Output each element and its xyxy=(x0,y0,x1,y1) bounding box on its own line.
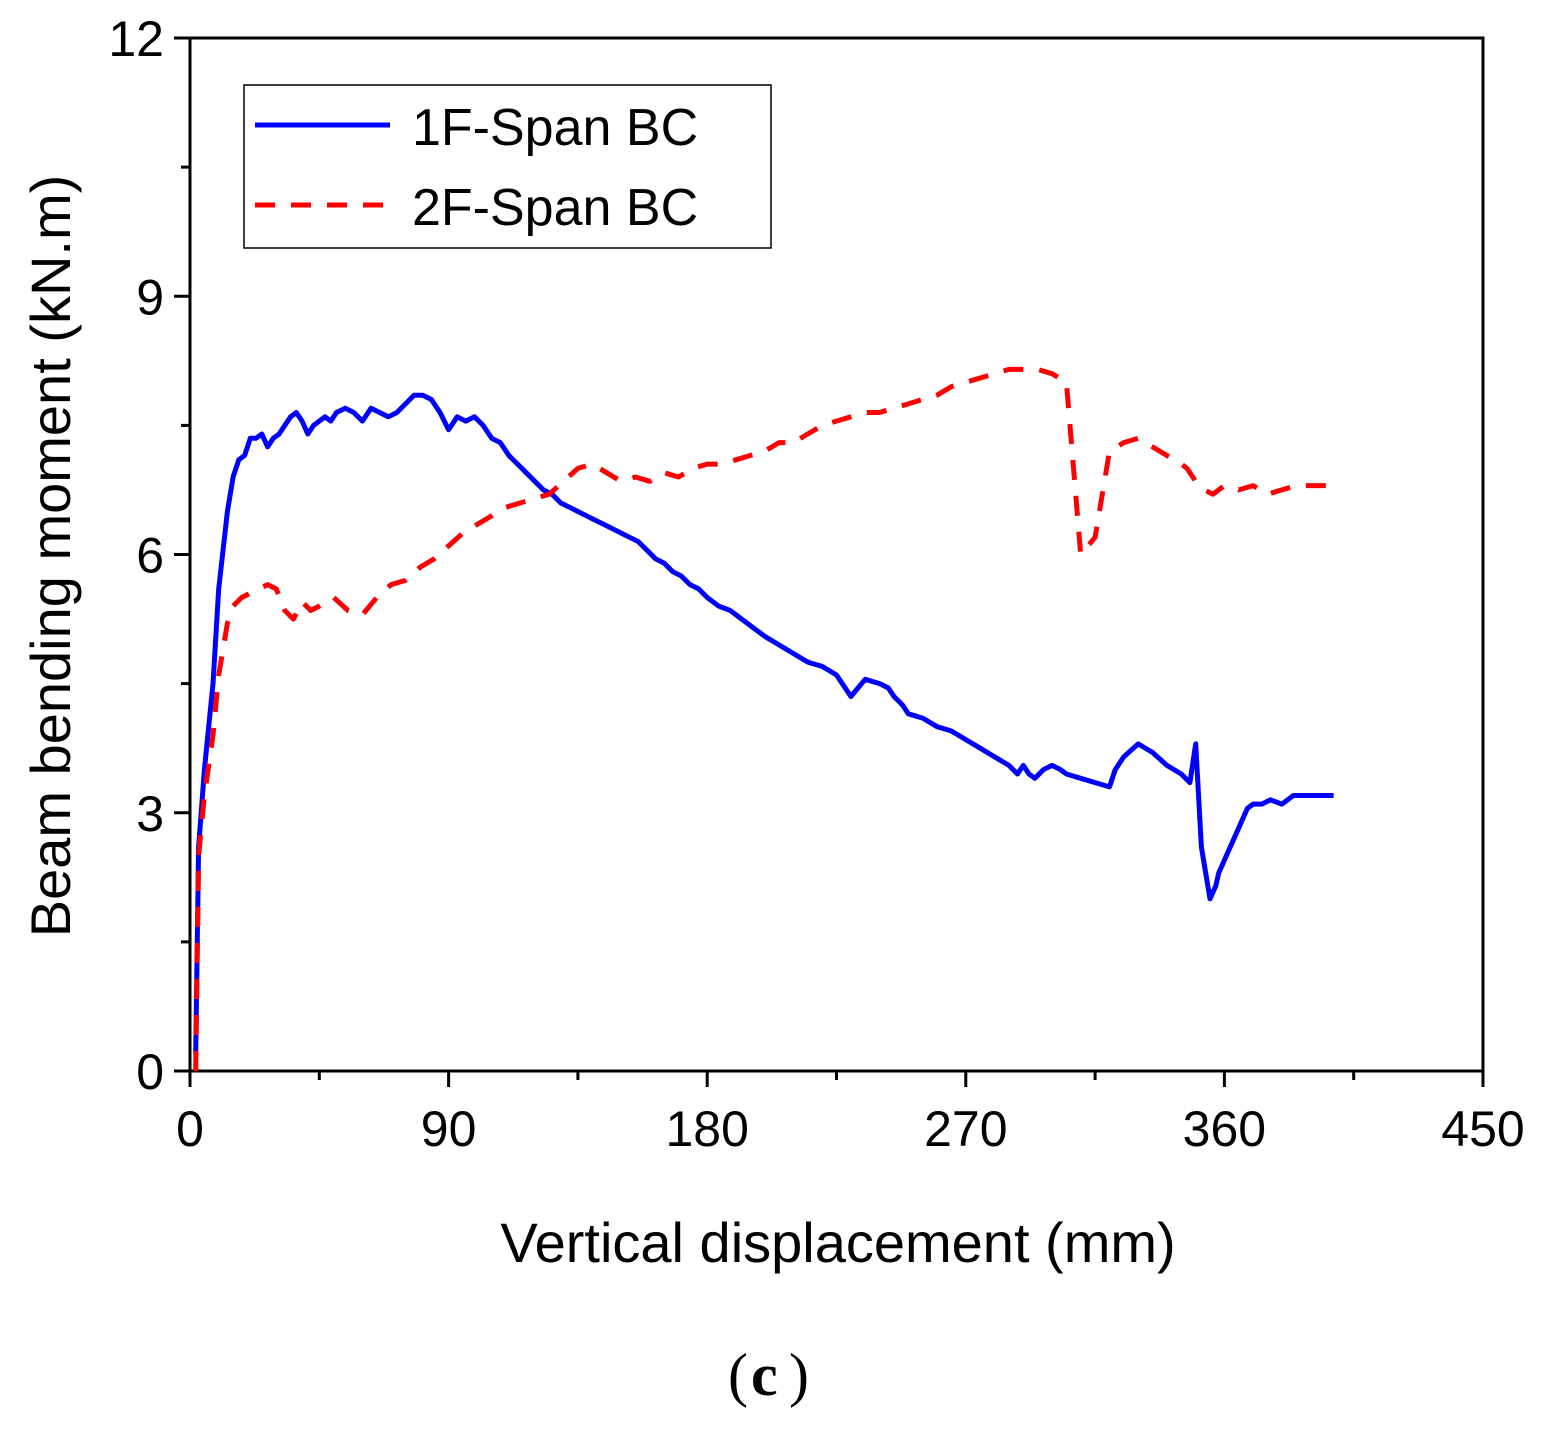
x-tick-label: 180 xyxy=(665,1101,748,1157)
legend-label-1f: 1F-Span BC xyxy=(412,99,698,157)
legend: 1F-Span BC 2F-Span BC xyxy=(243,84,772,249)
y-tick-label: 6 xyxy=(136,528,164,584)
x-tick-label: 90 xyxy=(421,1101,477,1157)
series-line-2f-span-bc xyxy=(193,366,1340,1072)
x-tick-label: 360 xyxy=(1183,1101,1266,1157)
x-tick-label: 270 xyxy=(924,1101,1007,1157)
y-tick-labels: 0 3 6 9 12 xyxy=(108,11,164,1100)
x-tick-labels: 0 90 180 270 360 450 xyxy=(176,1101,1525,1157)
series-layer xyxy=(193,366,1340,1072)
series-line-1f-span-bc xyxy=(193,392,1334,1054)
x-axis-title: Vertical displacement (mm) xyxy=(500,1211,1175,1274)
y-tick-label: 9 xyxy=(136,269,164,325)
axis-ticks xyxy=(174,36,1485,1087)
y-tick-label: 12 xyxy=(108,11,164,67)
legend-box xyxy=(243,84,772,249)
y-tick-label: 0 xyxy=(136,1044,164,1100)
panel-label-close-paren: ) xyxy=(789,1342,809,1408)
panel-label-group: ( c ) xyxy=(728,1342,809,1408)
legend-label-2f: 2F-Span BC xyxy=(412,179,698,237)
panel-label-open-paren: ( xyxy=(728,1342,748,1408)
y-tick-label: 3 xyxy=(136,786,164,842)
panel-label: c xyxy=(751,1342,778,1408)
x-tick-label: 0 xyxy=(176,1101,204,1157)
y-axis-title: Beam bending moment (kN.m) xyxy=(19,175,82,938)
x-tick-label: 450 xyxy=(1441,1101,1524,1157)
